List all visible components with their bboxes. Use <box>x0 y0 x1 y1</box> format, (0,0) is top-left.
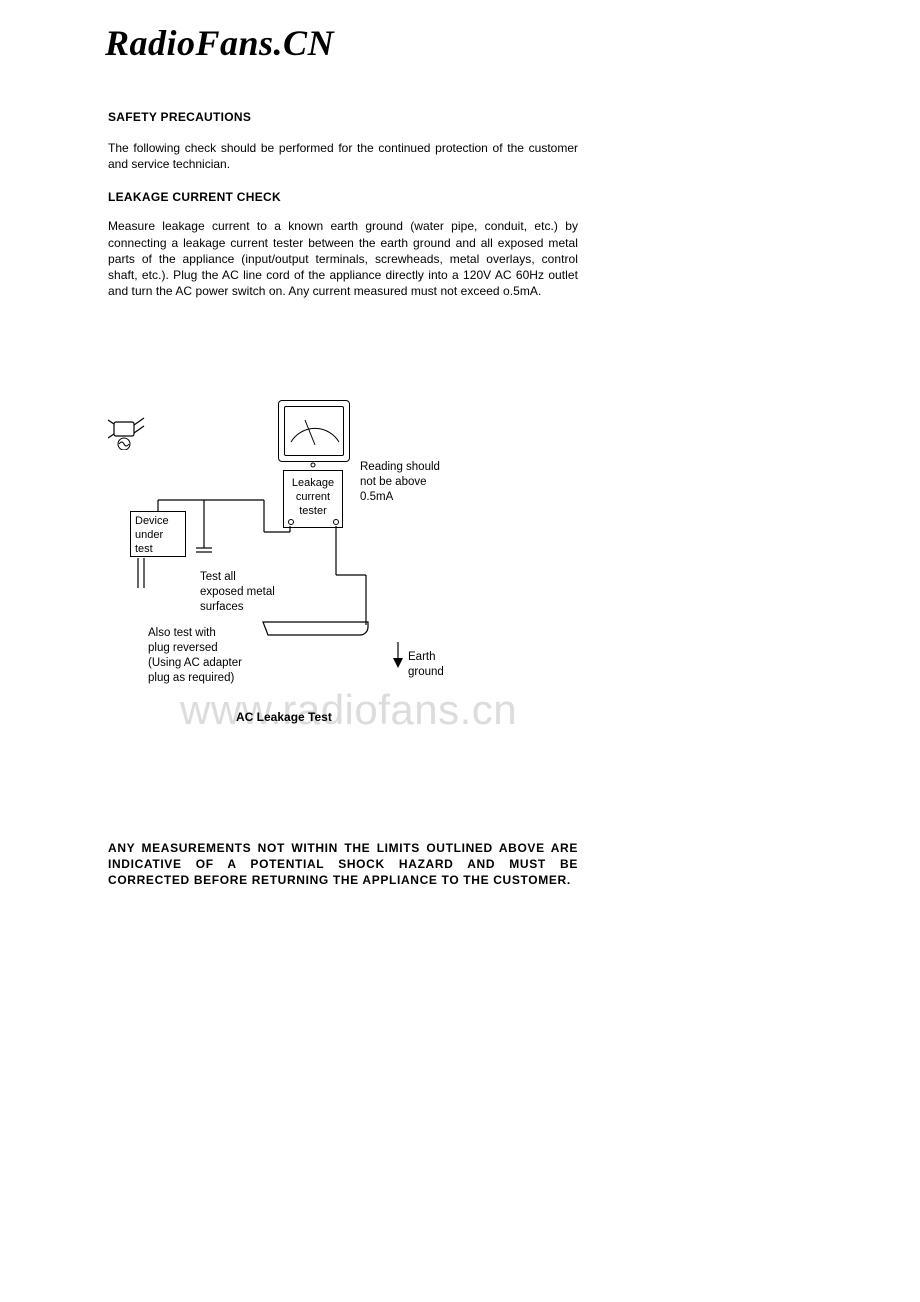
content-column: SAFETY PRECAUTIONS The following check s… <box>108 110 578 339</box>
diagram-caption: AC Leakage Test <box>236 710 332 724</box>
paragraph-intro: The following check should be performed … <box>108 140 578 172</box>
paragraph-leakage: Measure leakage current to a known earth… <box>108 218 578 299</box>
brand-header: RadioFans.CN <box>105 22 334 64</box>
label-plug-reversed: Also test withplug reversed(Using AC ada… <box>148 626 242 686</box>
ac-plug-icon <box>108 400 153 450</box>
label-earth-ground: Earthground <box>408 650 444 680</box>
warning-paragraph: ANY MEASUREMENTS NOT WITHIN THE LIMITS O… <box>108 840 578 889</box>
ac-leakage-diagram: Reading shouldnot be above0.5mA Leakagec… <box>108 400 588 730</box>
heading-leakage: LEAKAGE CURRENT CHECK <box>108 190 578 204</box>
heading-safety: SAFETY PRECAUTIONS <box>108 110 578 124</box>
label-test-all-surfaces: Test allexposed metalsurfaces <box>200 570 275 615</box>
